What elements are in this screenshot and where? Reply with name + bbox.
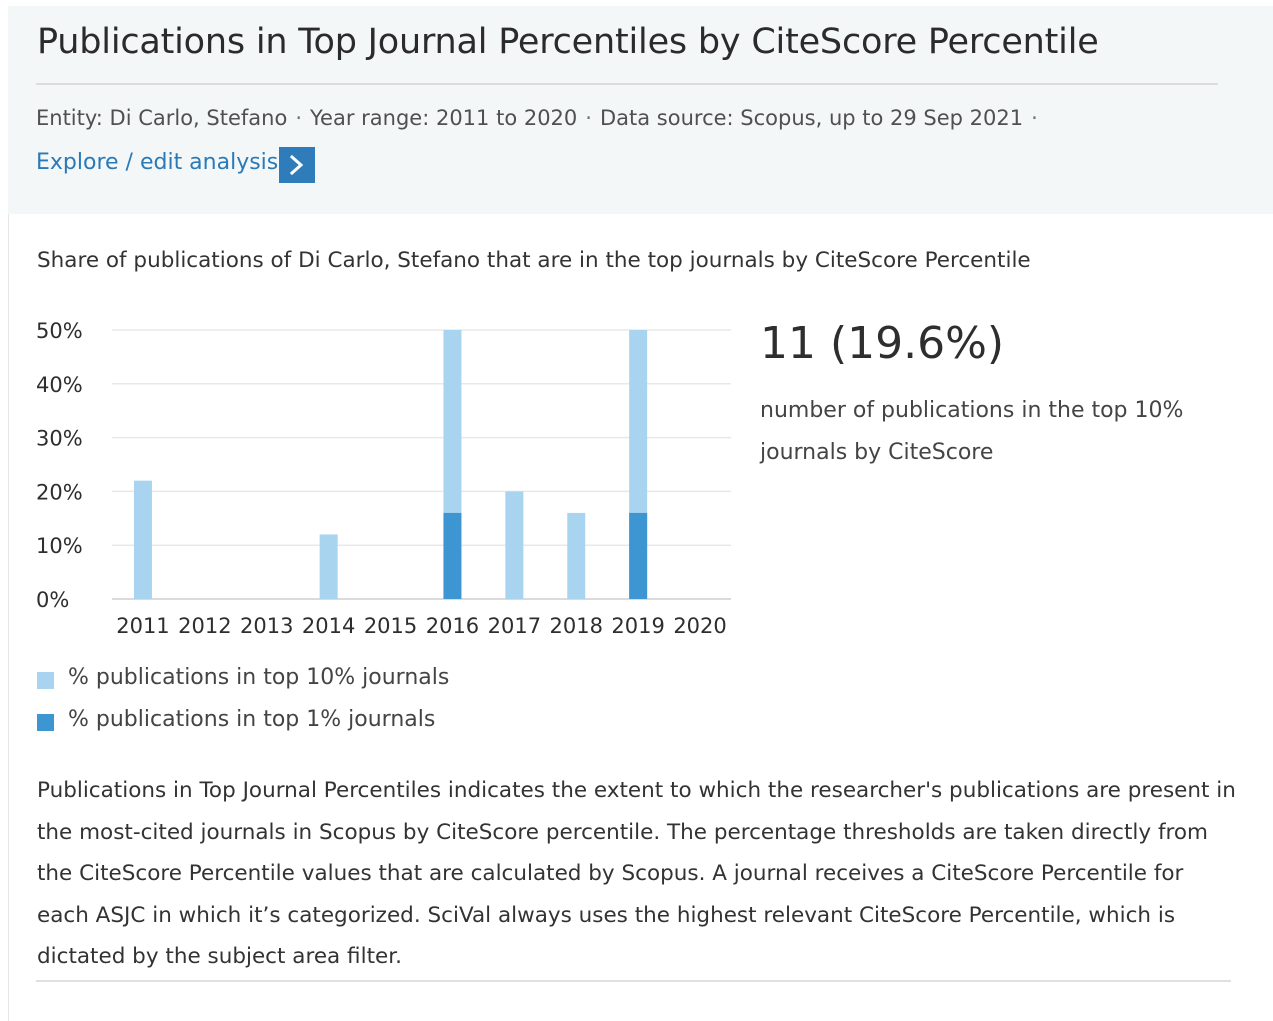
analysis-meta: Entity: Di Carlo, Stefano · Year range: 20… [36,106,1046,130]
summary-value: 11 (19.6%) [760,318,1005,369]
widget-frame [8,6,1273,1021]
x-tick-label: 2016 [426,614,479,638]
y-tick-label: 0% [36,588,69,612]
legend-label-top-1: % publications in top 1% journals [68,707,436,732]
legend-swatch-top-10 [37,672,54,689]
meta-year-range: Year range: 2011 to 2020 [310,106,578,130]
explore-edit-analysis-link[interactable]: Explore / edit analysis [36,150,279,175]
x-tick-label: 2014 [302,614,355,638]
meta-separator: · [295,106,303,130]
x-tick-label: 2019 [611,614,664,638]
bar-top-10 [319,534,338,599]
title-divider [36,83,1218,85]
y-tick-label: 40% [36,373,83,397]
y-tick-label: 20% [36,480,83,504]
chart-subtitle: Share of publications of Di Carlo, Stefa… [37,248,1031,273]
x-tick-label: 2012 [178,614,231,638]
x-tick-label: 2011 [116,614,169,638]
bar-top-1 [443,512,462,599]
widget-header [8,6,1273,214]
x-tick-label: 2015 [364,614,417,638]
legend-swatch-top-1 [37,714,54,731]
meta-data-source: Data source: Scopus, up to 29 Sep 2021 [599,106,1024,130]
bar-chart: 0% 10% 20% 30% 40% 50% 2011 2012 2013 2014 2015 201… [36,319,731,638]
x-tick-label: 2017 [488,614,541,638]
bar-top-10 [505,491,524,599]
chevron-right-icon [289,155,304,175]
bottom-divider [36,980,1231,982]
y-tick-label: 50% [36,319,83,343]
page-title: Publications in Top Journal Percentiles … [37,22,1099,62]
summary-description: number of publications in the top 10% jo… [760,398,1184,465]
bar-top-10 [567,512,586,599]
legend-label-top-10: % publications in top 10% journals [68,665,450,690]
metric-description: Publications in Top Journal Percentiles … [37,778,1236,970]
meta-entity: Entity: Di Carlo, Stefano [36,106,288,130]
meta-separator: · [1031,106,1038,130]
bar-top-10 [133,480,152,599]
y-tick-label: 10% [36,534,83,558]
explore-edit-analysis-button[interactable] [279,147,315,183]
meta-separator: · [585,106,592,130]
bar-top-1 [629,512,648,599]
x-tick-label: 2018 [550,614,603,638]
y-tick-label: 30% [36,427,83,451]
x-tick-label: 2013 [240,614,293,638]
x-tick-label: 2020 [673,614,726,638]
